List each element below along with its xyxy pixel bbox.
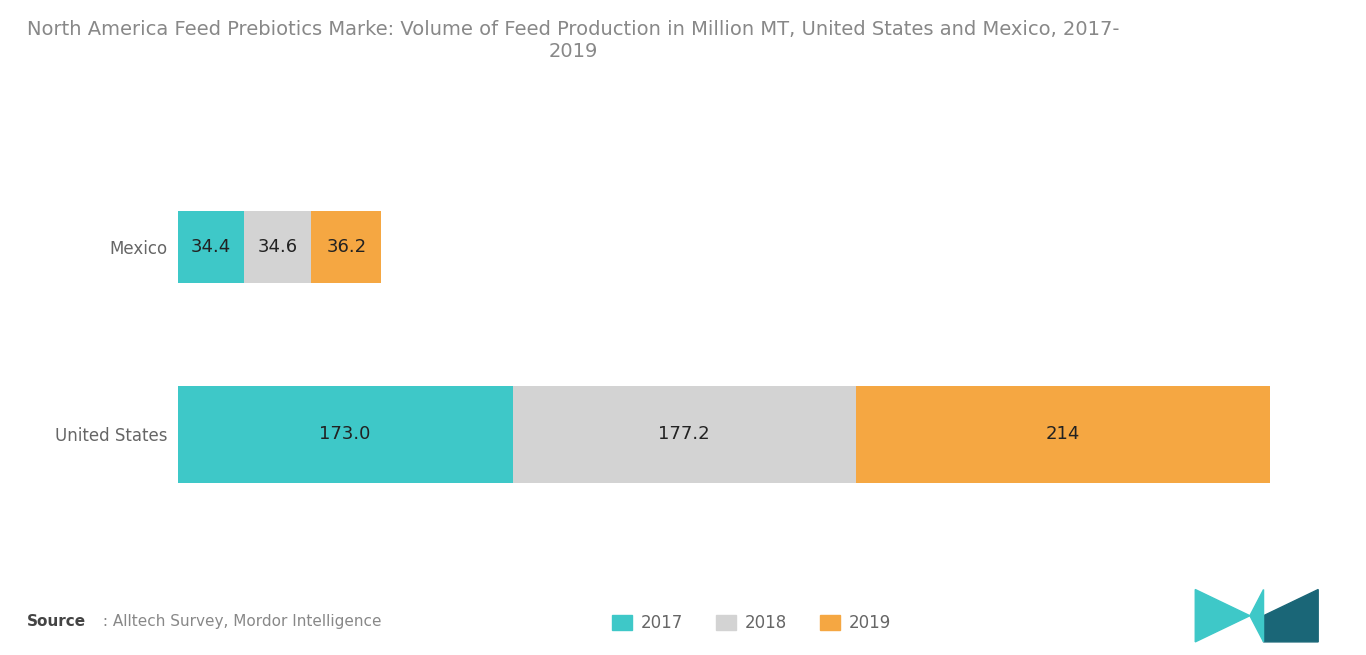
Bar <box>245 212 311 282</box>
Text: Source: Source <box>27 614 86 629</box>
Bar <box>178 386 512 483</box>
Bar <box>512 386 856 483</box>
Text: 34.6: 34.6 <box>258 238 298 256</box>
Text: 173.0: 173.0 <box>320 425 370 443</box>
Legend: 2017, 2018, 2019: 2017, 2018, 2019 <box>605 607 897 639</box>
Bar <box>856 386 1270 483</box>
Text: North America Feed Prebiotics Marke: Volume of Feed Production in Million MT, Un: North America Feed Prebiotics Marke: Vol… <box>27 20 1120 61</box>
Polygon shape <box>1195 590 1250 642</box>
Bar <box>311 212 381 282</box>
Polygon shape <box>1250 590 1264 642</box>
Text: 214: 214 <box>1046 425 1081 443</box>
Text: 34.4: 34.4 <box>191 238 231 256</box>
Polygon shape <box>1264 590 1318 642</box>
Text: 177.2: 177.2 <box>658 425 710 443</box>
Bar <box>178 212 245 282</box>
Text: 36.2: 36.2 <box>326 238 366 256</box>
Text: : Alltech Survey, Mordor Intelligence: : Alltech Survey, Mordor Intelligence <box>98 614 382 629</box>
